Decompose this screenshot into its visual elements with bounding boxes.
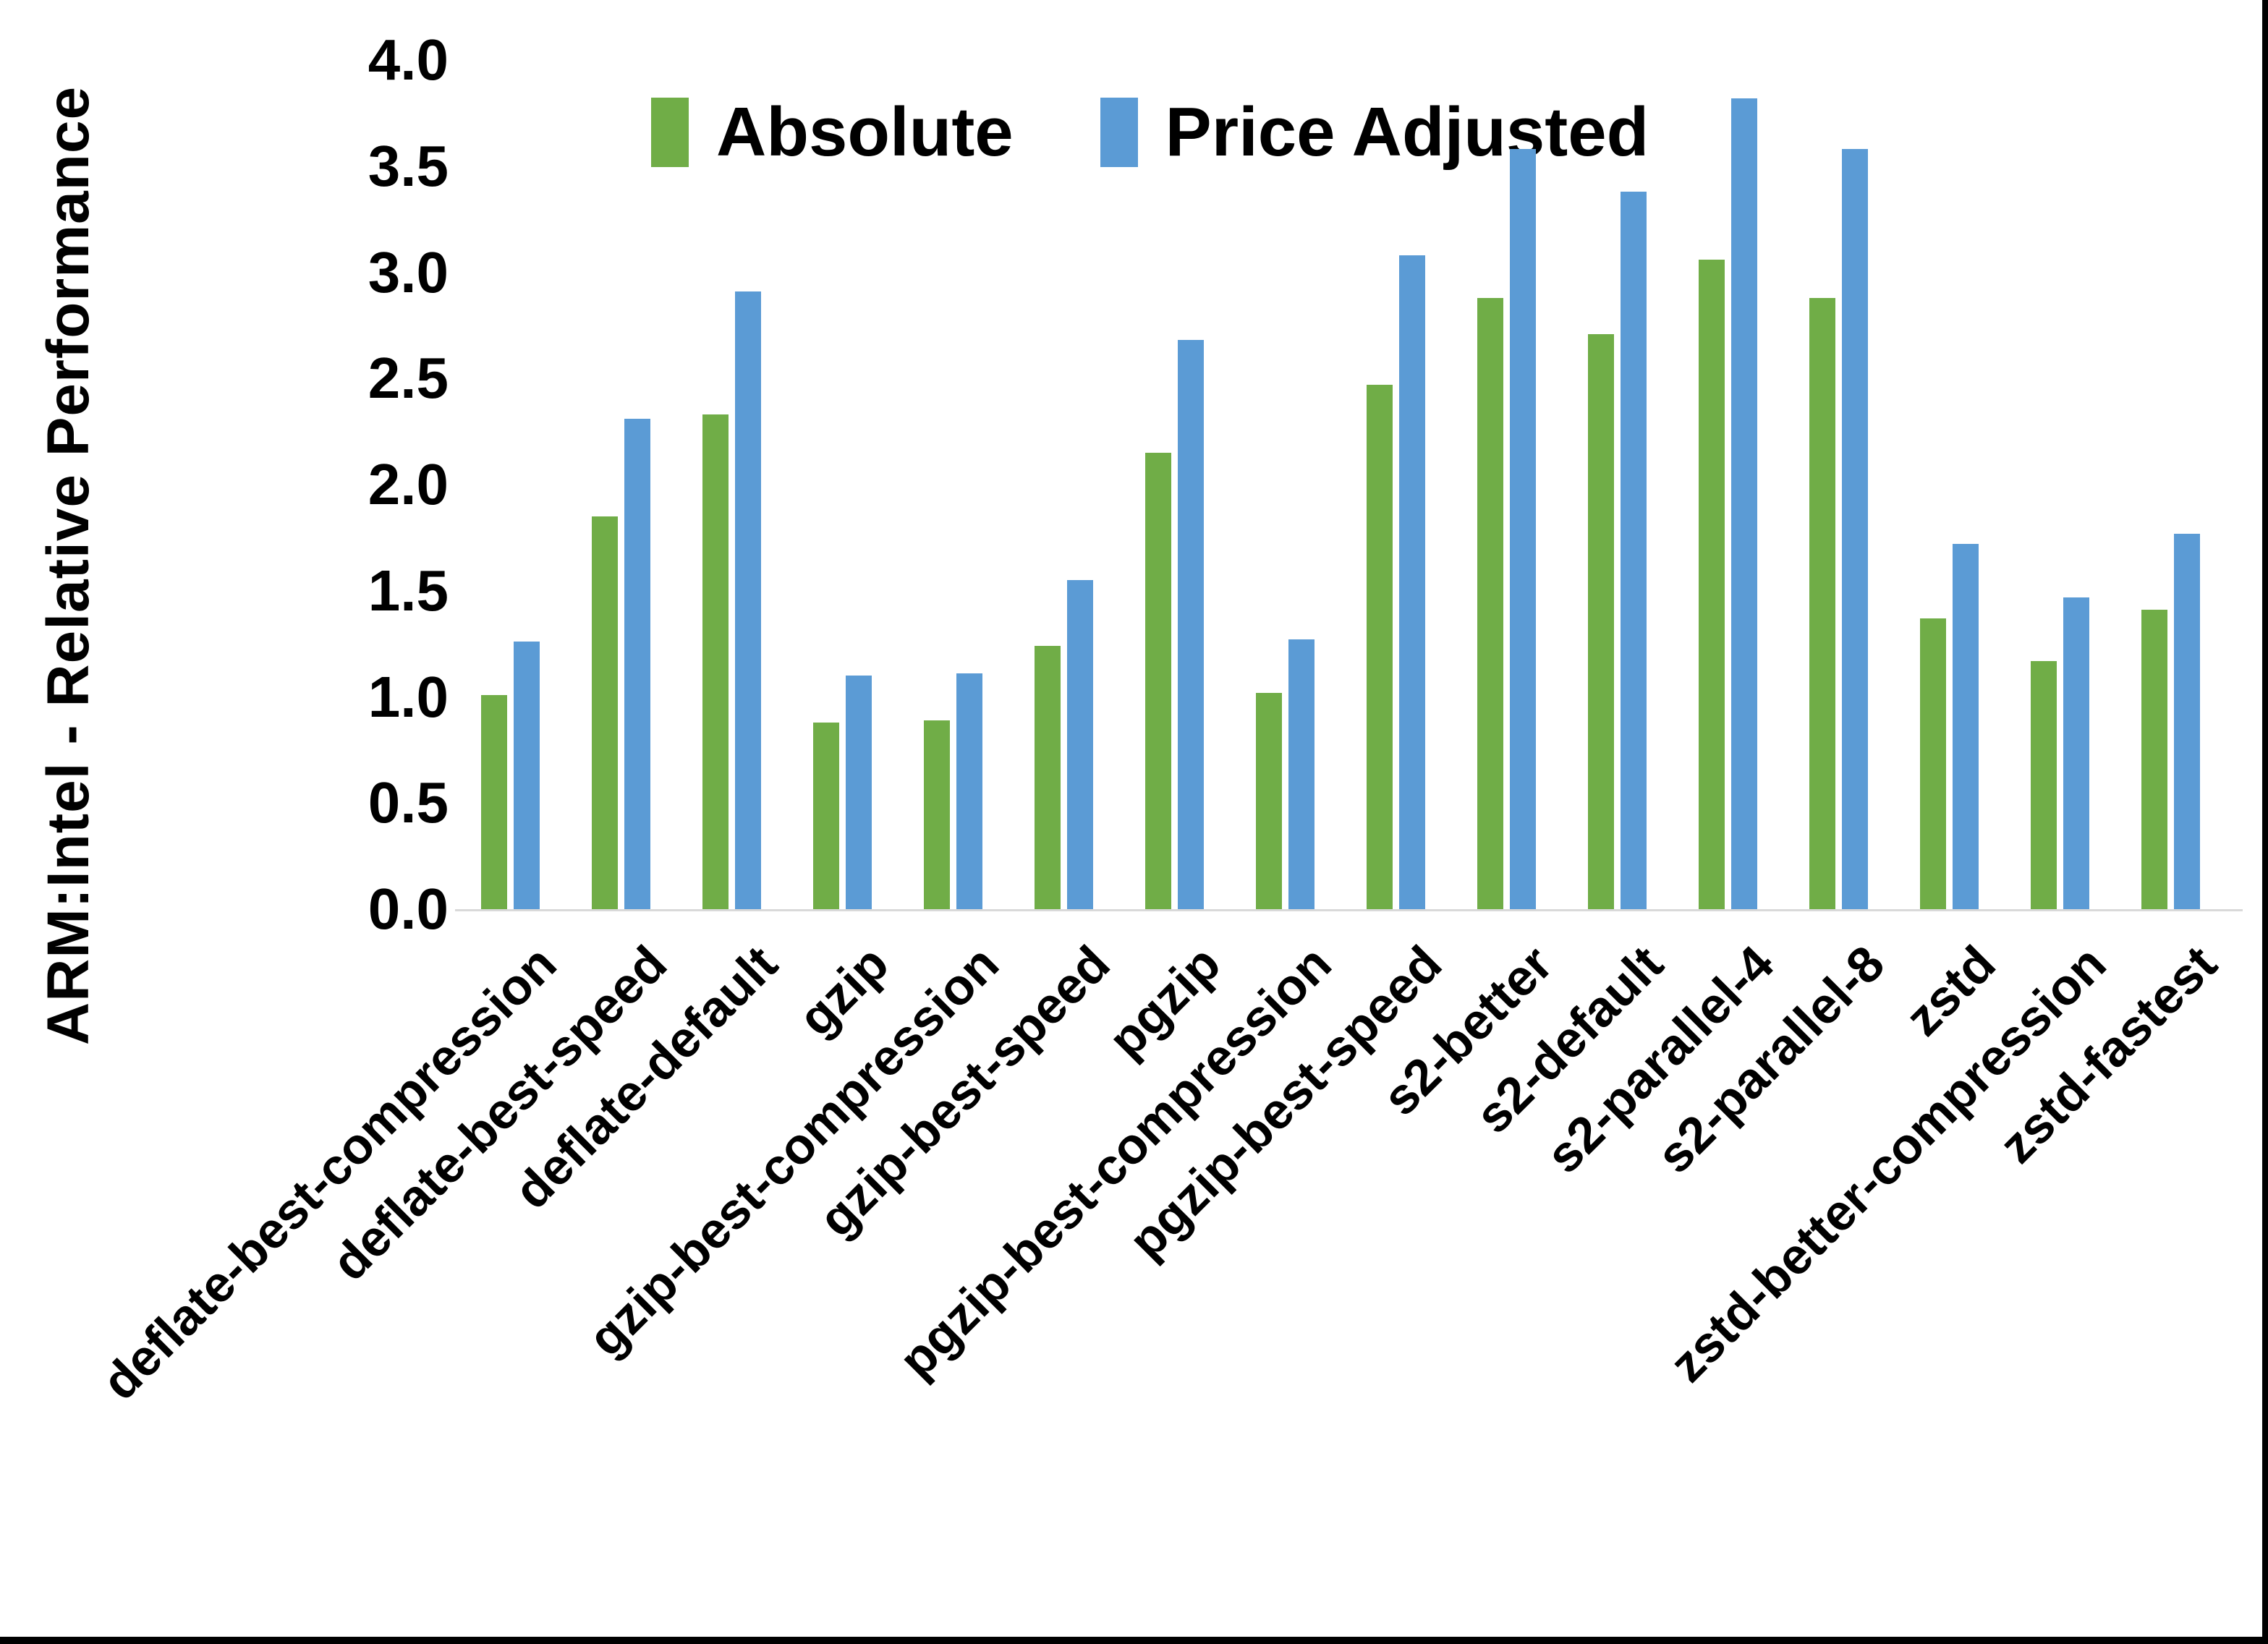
y-tick-label: 1.0 (368, 664, 449, 729)
bar-price-adjusted-s2-parallel-8 (1842, 149, 1868, 909)
bar-absolute-deflate-default (702, 414, 729, 909)
bar-absolute-deflate-best-speed (592, 516, 618, 909)
legend-label: Price Adjusted (1165, 93, 1649, 171)
bar-price-adjusted-zstd-fastest (2174, 533, 2200, 909)
bar-absolute-gzip-best-speed (1035, 646, 1061, 909)
bar-group-zstd-fastest (2115, 60, 2226, 909)
bar-price-adjusted-gzip (846, 676, 872, 909)
bar-group-zstd (1894, 60, 2005, 909)
y-tick-label: 3.0 (368, 239, 449, 304)
bar-group-pgzip-best-speed (1341, 60, 1451, 909)
bar-group-s2-default (1562, 60, 1673, 909)
plot-area (455, 60, 2243, 911)
legend-item-absolute: Absolute (651, 93, 1014, 172)
bar-price-adjusted-s2-parallel-4 (1731, 98, 1757, 909)
legend-label: Absolute (716, 93, 1014, 171)
bar-absolute-pgzip-best-speed (1367, 385, 1393, 909)
bar-group-deflate-best-speed (566, 60, 676, 909)
x-axis-line (455, 909, 2243, 911)
y-axis-title: ARM:Intel - Relative Performance (35, 85, 101, 1046)
bar-price-adjusted-s2-default (1621, 191, 1647, 909)
x-category-label-deflate-best-compression: deflate-best-compression (90, 934, 567, 1411)
y-tick-label: 0.5 (368, 770, 449, 835)
bar-group-pgzip (1119, 60, 1230, 909)
bar-price-adjusted-zstd (1953, 544, 1979, 909)
bar-price-adjusted-gzip-best-compression (956, 673, 982, 909)
bar-group-gzip (787, 60, 898, 909)
y-tick-label: 0.0 (368, 877, 449, 941)
bar-group-pgzip-best-compression (1230, 60, 1341, 909)
bar-absolute-s2-parallel-8 (1809, 297, 1835, 909)
legend-item-price-adjusted: Price Adjusted (1100, 93, 1649, 172)
y-tick-label: 3.5 (368, 133, 449, 198)
y-tick-label: 1.5 (368, 558, 449, 623)
bar-absolute-zstd (1920, 618, 1946, 909)
bar-price-adjusted-pgzip-best-compression (1288, 639, 1314, 909)
bar-absolute-deflate-best-compression (481, 694, 507, 909)
bar-price-adjusted-deflate-best-compression (514, 642, 540, 909)
y-tick-label: 2.5 (368, 346, 449, 411)
bar-group-deflate-default (676, 60, 787, 909)
bar-absolute-gzip (813, 722, 839, 909)
bar-absolute-gzip-best-compression (924, 720, 950, 909)
bar-price-adjusted-gzip-best-speed (1067, 580, 1093, 909)
bar-absolute-pgzip-best-compression (1256, 692, 1282, 909)
legend-swatch-icon (651, 98, 689, 167)
legend: Absolute Price Adjusted (651, 93, 1649, 172)
bar-absolute-s2-default (1588, 333, 1614, 909)
bar-price-adjusted-zstd-better-compression (2063, 597, 2089, 909)
bar-absolute-s2-better (1477, 297, 1503, 909)
bar-price-adjusted-pgzip (1178, 340, 1204, 909)
bar-group-gzip-best-speed (1008, 60, 1119, 909)
bar-price-adjusted-s2-better (1510, 149, 1536, 909)
y-tick-label: 4.0 (368, 27, 449, 92)
bar-group-s2-parallel-8 (1783, 60, 1894, 909)
bar-group-s2-parallel-4 (1673, 60, 1783, 909)
bar-absolute-pgzip (1145, 452, 1171, 909)
y-tick-label: 2.0 (368, 452, 449, 516)
bar-absolute-zstd-fastest (2141, 610, 2167, 909)
bar-group-gzip-best-compression (898, 60, 1008, 909)
bar-price-adjusted-deflate-default (735, 291, 761, 909)
bar-absolute-s2-parallel-4 (1699, 259, 1725, 909)
bar-group-zstd-better-compression (2005, 60, 2115, 909)
bar-price-adjusted-pgzip-best-speed (1399, 255, 1425, 909)
bar-group-deflate-best-compression (455, 60, 566, 909)
legend-swatch-icon (1100, 98, 1138, 167)
bar-price-adjusted-deflate-best-speed (624, 419, 650, 909)
bar-absolute-zstd-better-compression (2031, 660, 2057, 909)
bar-group-s2-better (1451, 60, 1562, 909)
